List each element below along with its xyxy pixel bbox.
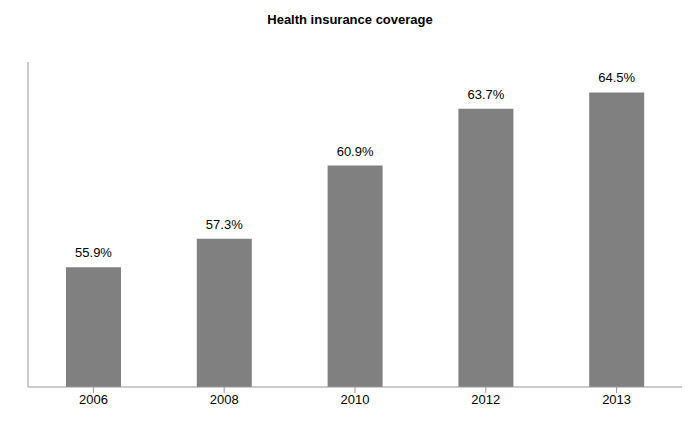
svg-text:2013: 2013 bbox=[602, 392, 631, 407]
svg-text:55.9%: 55.9% bbox=[75, 245, 112, 260]
svg-text:2012: 2012 bbox=[471, 392, 500, 407]
svg-text:63.7%: 63.7% bbox=[467, 87, 504, 102]
svg-text:2008: 2008 bbox=[210, 392, 239, 407]
svg-text:60.9%: 60.9% bbox=[337, 144, 374, 159]
html-text:Health insurance coverage: Health insurance coverage bbox=[267, 12, 433, 27]
svg-text:64.5%: 64.5% bbox=[598, 70, 635, 85]
svg-text:57.3%: 57.3% bbox=[206, 217, 243, 232]
svg-text:2006: 2006 bbox=[79, 392, 108, 407]
svg-text:2010: 2010 bbox=[341, 392, 370, 407]
